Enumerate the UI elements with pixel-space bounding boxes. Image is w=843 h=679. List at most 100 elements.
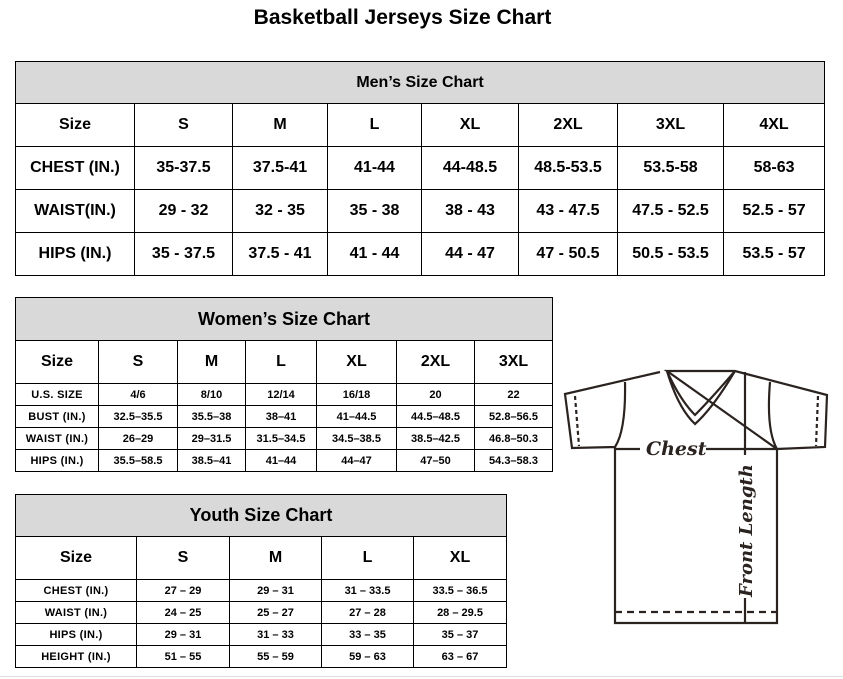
table-cell: S [134,103,233,147]
row-label: HIPS (IN.) [15,232,135,276]
table-row: WAIST(IN.) 29 - 32 32 - 35 35 - 38 38 - 43 43… [15,189,826,233]
row-label: WAIST(IN.) [15,189,135,233]
table-cell: 33 – 35 [321,623,414,646]
table-cell: 29 – 31 [136,623,230,646]
table-cell: 4/6 [98,383,178,406]
row-label: WAIST (IN.) [15,427,99,450]
row-label: BUST (IN.) [15,405,99,428]
table-cell: 26–29 [98,427,178,450]
table-cell: 46.8–50.3 [473,427,554,450]
table-cell: 53.5-58 [617,146,724,190]
table-cell: 51 – 55 [136,645,230,668]
table-cell: 29–31.5 [177,427,246,450]
mens-size-table: Men’s Size Chart Size S M L XL 2XL 3XL 4XL CHEST … [14,61,826,276]
table-cell: 55 – 59 [229,645,322,668]
table-cell: 27 – 28 [321,601,414,624]
table-cell: 25 – 27 [229,601,322,624]
table-row: HIPS (IN.) 35.5–58.5 38.5–41 41–44 44–47 47–5… [15,449,554,472]
table-cell: 44 - 47 [421,232,519,276]
table-cell: 38–41 [245,405,317,428]
table-cell: 47–50 [396,449,475,472]
table-cell: XL [421,103,519,147]
size-header-row: Size S M L XL 2XL 3XL 4XL [15,103,826,147]
table-cell: 24 – 25 [136,601,230,624]
table-cell: 38.5–42.5 [396,427,475,450]
table-cell: L [327,103,422,147]
table-cell: 34.5–38.5 [316,427,397,450]
table-row: WAIST (IN.) 24 – 25 25 – 27 27 – 28 28 – 29.… [15,601,508,624]
table-cell: 38.5–41 [177,449,246,472]
row-label: HEIGHT (IN.) [15,645,137,668]
table-cell: L [321,536,414,580]
womens-table-title: Women’s Size Chart [14,297,554,341]
table-cell: 35.5–58.5 [98,449,178,472]
table-cell: XL [316,340,397,384]
table-row: HEIGHT (IN.) 51 – 55 55 – 59 59 – 63 63 – 67 [15,645,508,668]
row-label: CHEST (IN.) [15,146,135,190]
table-row: CHEST (IN.) 27 – 29 29 – 31 31 – 33.5 33.5 –… [15,579,508,602]
table-cell: 35 - 37.5 [134,232,233,276]
table-cell: 63 – 67 [412,645,508,668]
table-cell: 2XL [518,103,618,147]
row-label: HIPS (IN.) [15,449,99,472]
chest-label: Chest [646,438,707,460]
table-cell: 31 – 33 [229,623,322,646]
table-cell: 27 – 29 [136,579,230,602]
table-cell: 29 – 31 [229,579,322,602]
table-cell: 41–44 [245,449,317,472]
row-label: Size [15,103,135,147]
row-label: Size [15,536,137,580]
womens-size-table: Women’s Size Chart Size S M L XL 2XL 3XL U.S. SI… [14,297,554,472]
table-cell: S [98,340,178,384]
mens-table-title: Men’s Size Chart [14,61,826,104]
row-label: U.S. SIZE [15,383,99,406]
table-cell: 59 – 63 [321,645,414,668]
table-cell: 37.5-41 [232,146,328,190]
table-cell: 20 [396,383,475,406]
table-row: BUST (IN.) 32.5–35.5 35.5–38 38–41 41–44.5 44… [15,405,554,428]
table-cell: 35 – 37 [412,623,508,646]
table-cell: 41–44.5 [316,405,397,428]
table-cell: 41 - 44 [327,232,422,276]
table-cell: 29 - 32 [134,189,233,233]
table-cell: 52.8–56.5 [473,405,554,428]
table-cell: 54.3–58.3 [473,449,554,472]
table-cell: 33.5 – 36.5 [412,579,508,602]
table-cell: 35.5–38 [177,405,246,428]
table-cell: 47.5 - 52.5 [617,189,724,233]
table-cell: XL [412,536,508,580]
table-cell: 3XL [473,340,554,384]
table-cell: 58-63 [722,146,826,190]
table-cell: 53.5 - 57 [722,232,826,276]
table-cell: 35 - 38 [327,189,422,233]
youth-size-table: Youth Size Chart Size S M L XL CHEST (IN.) 27 –… [14,494,508,668]
table-row: WAIST (IN.) 26–29 29–31.5 31.5–34.5 34.5–38.… [15,427,554,450]
table-cell: 48.5-53.5 [518,146,618,190]
table-cell: 50.5 - 53.5 [617,232,724,276]
table-row: HIPS (IN.) 29 – 31 31 – 33 33 – 35 35 – 37 [15,623,508,646]
table-cell: 43 - 47.5 [518,189,618,233]
table-cell: L [245,340,317,384]
table-cell: 8/10 [177,383,246,406]
size-header-row: Size S M L XL [15,536,508,580]
row-label: Size [15,340,99,384]
table-cell: 31 – 33.5 [321,579,414,602]
table-cell: 4XL [722,103,826,147]
table-cell: M [229,536,322,580]
table-row: CHEST (IN.) 35-37.5 37.5-41 41-44 44-48.5 48.… [15,146,826,190]
divider [0,676,843,677]
youth-table-title: Youth Size Chart [14,494,508,537]
table-cell: 32.5–35.5 [98,405,178,428]
table-cell: 38 - 43 [421,189,519,233]
table-cell: 32 - 35 [232,189,328,233]
table-cell: 44.5–48.5 [396,405,475,428]
table-cell: 12/14 [245,383,317,406]
table-cell: 41-44 [327,146,422,190]
table-cell: 16/18 [316,383,397,406]
table-cell: 47 - 50.5 [518,232,618,276]
table-cell: 31.5–34.5 [245,427,317,450]
table-cell: 44–47 [316,449,397,472]
table-row: HIPS (IN.) 35 - 37.5 37.5 - 41 41 - 44 44 - … [15,232,826,276]
row-label: WAIST (IN.) [15,601,137,624]
table-cell: S [136,536,230,580]
